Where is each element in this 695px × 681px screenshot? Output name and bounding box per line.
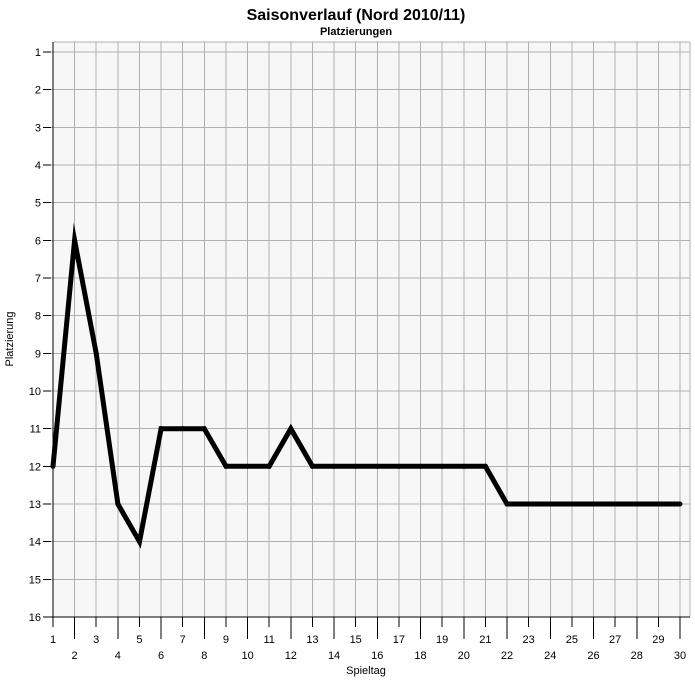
series-line xyxy=(50,222,680,549)
x-tick-label: 24 xyxy=(544,650,556,662)
data-point xyxy=(115,501,121,507)
y-tick-label: 9 xyxy=(35,348,41,360)
y-tick-label: 13 xyxy=(29,499,41,511)
data-point xyxy=(504,501,510,507)
data-point xyxy=(374,463,380,469)
y-tick-label: 6 xyxy=(35,235,41,247)
data-point xyxy=(309,463,315,469)
data-point xyxy=(612,501,618,507)
data-point xyxy=(396,463,402,469)
y-tick-label: 8 xyxy=(35,311,41,323)
data-point xyxy=(482,463,488,469)
x-tick-label: 28 xyxy=(631,650,643,662)
y-tick-label: 2 xyxy=(35,85,41,97)
y-tick-label: 7 xyxy=(35,273,41,285)
data-point xyxy=(418,463,424,469)
y-tick-label: 11 xyxy=(30,424,41,436)
x-tick-label: 16 xyxy=(371,650,383,662)
data-point xyxy=(353,463,359,469)
data-point xyxy=(245,463,251,469)
x-tick-label: 22 xyxy=(501,650,513,662)
x-tick-label: 9 xyxy=(223,634,229,646)
x-tick-label: 6 xyxy=(158,650,164,662)
x-tick-label: 27 xyxy=(609,634,621,646)
x-tick-label: 17 xyxy=(393,634,405,646)
data-point xyxy=(201,426,207,432)
data-point xyxy=(136,539,142,545)
x-tick-label: 21 xyxy=(479,634,491,646)
y-tick-label: 10 xyxy=(29,386,41,398)
x-tick-label: 30 xyxy=(674,650,686,662)
x-tick-label: 29 xyxy=(652,634,664,646)
data-point xyxy=(288,426,294,432)
x-tick-label: 23 xyxy=(523,634,535,646)
x-tick-label: 26 xyxy=(587,650,599,662)
y-tick-label: 12 xyxy=(29,461,41,473)
chart-subtitle: Platzierungen xyxy=(320,26,392,38)
x-tick-label: 25 xyxy=(566,634,578,646)
x-tick-label: 3 xyxy=(93,634,99,646)
x-tick-label: 10 xyxy=(241,650,253,662)
x-tick-label: 8 xyxy=(201,650,207,662)
x-axis-label: Spieltag xyxy=(346,665,386,677)
x-tick-label: 20 xyxy=(458,650,470,662)
x-tick-label: 5 xyxy=(136,634,142,646)
x-tick-label: 12 xyxy=(285,650,297,662)
x-tick-label: 13 xyxy=(306,634,318,646)
chart-title: Saisonverlauf (Nord 2010/11) xyxy=(247,7,466,24)
y-tick-label: 1 xyxy=(35,47,41,59)
x-tick-label: 14 xyxy=(328,650,340,662)
data-point xyxy=(569,501,575,507)
data-point xyxy=(526,501,532,507)
data-point xyxy=(677,501,683,507)
data-point xyxy=(547,501,553,507)
x-tick-label: 18 xyxy=(414,650,426,662)
data-point xyxy=(72,237,78,243)
data-point xyxy=(180,426,186,432)
x-tick-label: 7 xyxy=(180,634,186,646)
y-tick-label: 16 xyxy=(29,612,41,624)
data-point xyxy=(439,463,445,469)
y-tick-label: 15 xyxy=(29,574,41,586)
x-tick-label: 1 xyxy=(50,634,56,646)
x-tick-label: 19 xyxy=(436,634,448,646)
data-point xyxy=(591,501,597,507)
y-tick-label: 5 xyxy=(35,198,41,210)
data-point xyxy=(461,463,467,469)
x-tick-label: 4 xyxy=(115,650,121,662)
data-point xyxy=(634,501,640,507)
data-point xyxy=(223,463,229,469)
data-point xyxy=(158,426,164,432)
data-point xyxy=(655,501,661,507)
data-point xyxy=(331,463,337,469)
data-point xyxy=(266,463,272,469)
y-tick-label: 3 xyxy=(35,122,41,134)
data-point xyxy=(93,350,99,356)
y-tick-label: 14 xyxy=(29,537,41,549)
x-tick-label: 2 xyxy=(72,650,78,662)
y-axis-label: Platzierung xyxy=(4,311,16,366)
data-point xyxy=(50,463,56,469)
x-tick-label: 11 xyxy=(263,634,274,646)
plot-background xyxy=(53,42,690,617)
x-tick-label: 15 xyxy=(350,634,362,646)
y-tick-label: 4 xyxy=(35,160,41,172)
